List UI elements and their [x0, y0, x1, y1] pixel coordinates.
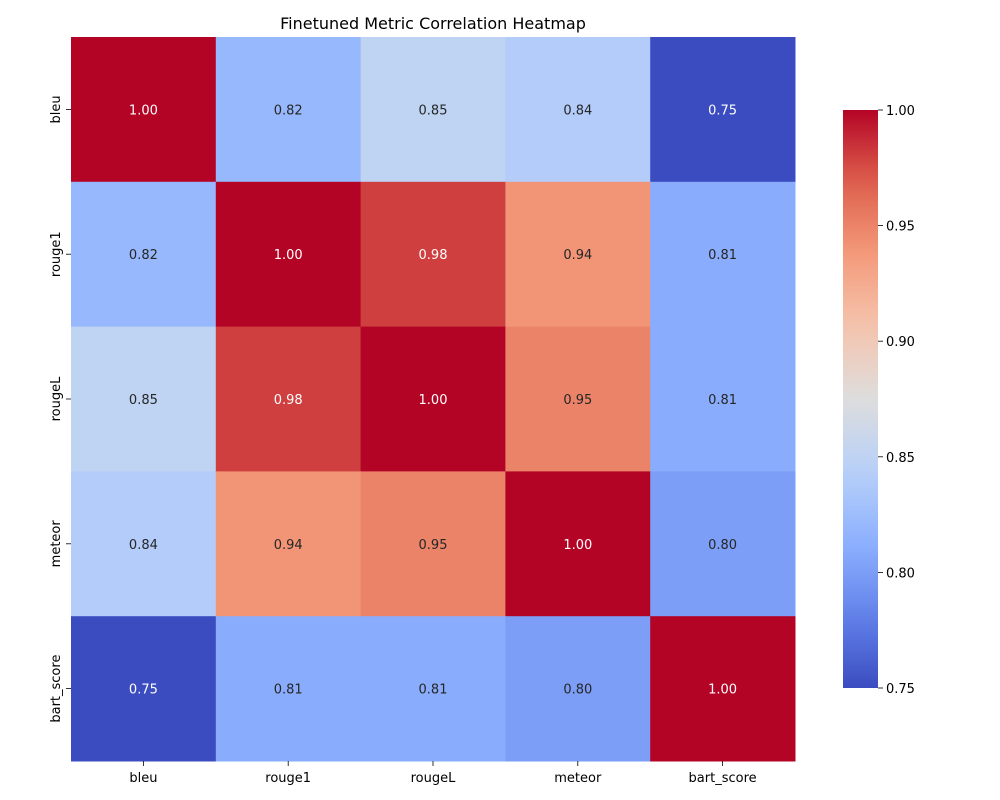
cell-value-label: 0.98 — [274, 393, 303, 408]
colorbar-tick-label: 0.80 — [886, 566, 915, 581]
cell-value-label: 0.98 — [419, 248, 448, 263]
cell-value-label: 0.85 — [129, 393, 158, 408]
y-tick-label: bleu — [49, 95, 64, 123]
colorbar: 0.75 0.80 0.85 0.90 0.95 1.00 — [843, 104, 915, 697]
cell-value-label: 0.95 — [419, 538, 448, 553]
cell-value-label: 0.81 — [274, 683, 303, 698]
heatmap-cell-bleu-bleu — [71, 37, 217, 183]
heatmap-cell-bart_score-bart_score — [650, 616, 796, 762]
cell-value-label: 0.80 — [563, 683, 592, 698]
heatmap-cell-bleu-rouge1 — [215, 37, 362, 183]
cell-value-label: 1.00 — [708, 683, 737, 698]
heatmap-cell-rouge1-rouge1 — [215, 181, 362, 328]
cell-value-label: 0.94 — [563, 248, 592, 263]
cell-value-label: 1.00 — [419, 393, 448, 408]
cell-value-label: 0.75 — [129, 683, 158, 698]
y-tick-label: rouge1 — [49, 231, 64, 277]
colorbar-tick-label: 0.85 — [886, 451, 915, 466]
heatmap-cell-rouge1-bleu — [71, 181, 217, 328]
cell-value-label: 0.80 — [708, 538, 737, 553]
heatmap-cell-bart_score-meteor — [505, 616, 651, 762]
cell-value-label: 0.85 — [419, 103, 448, 118]
cell-value-label: 0.81 — [708, 393, 737, 408]
cell-value-label: 0.94 — [274, 538, 303, 553]
y-axis: bleu rouge1 rougeL meteor bart_score — [49, 95, 71, 723]
heatmap-cell-rougeL-bleu — [71, 326, 217, 472]
cell-value-label: 0.82 — [129, 248, 158, 263]
cell-value-label: 0.81 — [419, 683, 448, 698]
heatmap-cell-bart_score-rouge1 — [215, 616, 362, 762]
heatmap-cell-bart_score-rougeL — [360, 616, 506, 762]
heatmap-cell-rougeL-meteor — [505, 326, 651, 472]
y-tick-label: rougeL — [49, 376, 64, 422]
heatmap-cell-meteor-rouge1 — [215, 471, 362, 617]
heatmap-cells: 1.00 0.82 0.85 0.84 0.75 0.82 1.00 0.98 0.94 0.81… — [71, 37, 796, 762]
x-tick-label: bleu — [129, 771, 157, 786]
heatmap-cell-rouge1-bart_score — [650, 181, 796, 328]
x-tick-label: meteor — [554, 771, 602, 786]
cell-value-label: 1.00 — [274, 248, 303, 263]
chart-title: Finetuned Metric Correlation Heatmap — [280, 14, 586, 33]
x-tick-label: rouge1 — [265, 771, 311, 786]
heatmap-cell-meteor-bart_score — [650, 471, 796, 617]
heatmap-cell-bleu-rougeL — [360, 37, 506, 183]
colorbar-gradient — [843, 110, 878, 688]
cell-value-label: 0.75 — [708, 103, 737, 118]
cell-value-label: 0.82 — [274, 103, 303, 118]
x-axis: bleu rouge1 rougeL meteor bart_score — [129, 761, 757, 786]
heatmap-cell-rougeL-rougeL — [360, 326, 506, 472]
colorbar-tick-label: 1.00 — [886, 104, 915, 119]
colorbar-tick-label: 0.90 — [886, 335, 915, 350]
cell-value-label: 1.00 — [129, 103, 158, 118]
heatmap-cell-rouge1-rougeL — [360, 181, 506, 328]
heatmap-cell-meteor-rougeL — [360, 471, 506, 617]
heatmap-cell-meteor-bleu — [71, 471, 217, 617]
cell-value-label: 0.95 — [563, 393, 592, 408]
y-tick-label: meteor — [49, 520, 64, 568]
x-tick-label: rougeL — [411, 771, 457, 786]
heatmap-cell-bleu-bart_score — [650, 37, 796, 183]
colorbar-tick-label: 0.75 — [886, 682, 915, 697]
cell-value-label: 0.84 — [563, 103, 592, 118]
x-tick-label: bart_score — [689, 771, 757, 786]
heatmap-cell-meteor-meteor — [505, 471, 651, 617]
cell-value-label: 1.00 — [563, 538, 592, 553]
cell-value-label: 0.84 — [129, 538, 158, 553]
heatmap-cell-bart_score-bleu — [71, 616, 217, 762]
colorbar-tick-label: 0.95 — [886, 220, 915, 235]
heatmap-cell-rougeL-bart_score — [650, 326, 796, 472]
heatmap-cell-rougeL-rouge1 — [215, 326, 362, 472]
heatmap-cell-rouge1-meteor — [505, 181, 651, 328]
heatmap-cell-bleu-meteor — [505, 37, 651, 183]
cell-value-label: 0.81 — [708, 248, 737, 263]
y-tick-label: bart_score — [49, 655, 64, 723]
